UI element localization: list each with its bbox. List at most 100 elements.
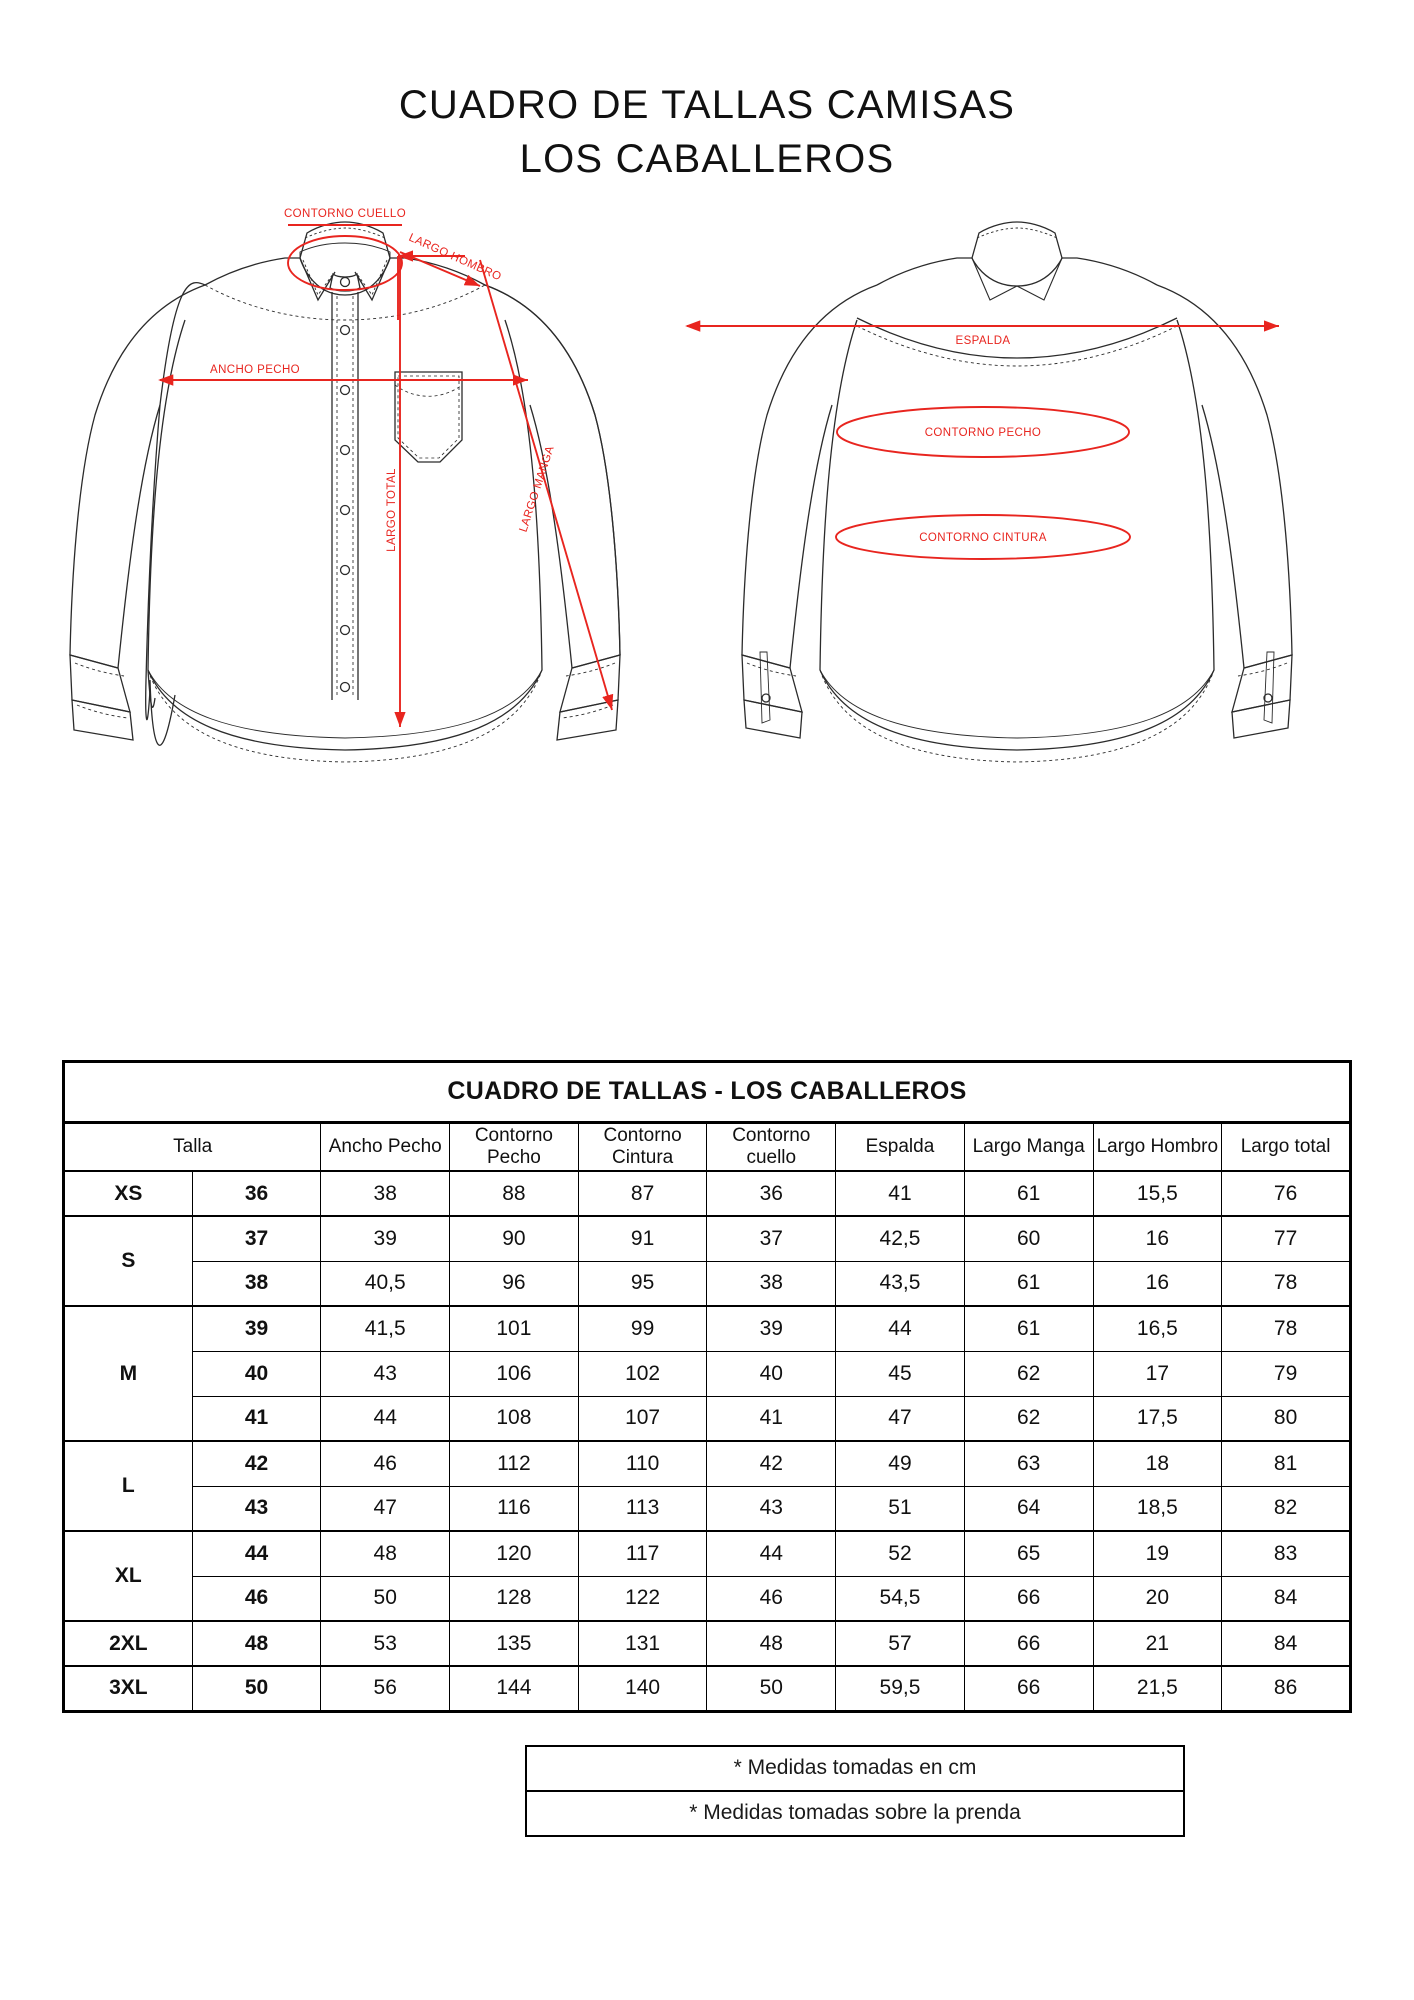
- cell-contorno-cintura: 113: [577, 1485, 708, 1532]
- cell-talla: 44: [191, 1530, 322, 1577]
- cell-largo-hombro: 17,5: [1092, 1395, 1223, 1442]
- cell-talla: 48: [191, 1620, 322, 1667]
- cell-contorno-cuello: 36: [706, 1170, 837, 1217]
- cell-contorno-cuello: 38: [706, 1260, 837, 1307]
- annotation-contorno-pecho: CONTORNO PECHO: [836, 406, 1130, 458]
- cell-contorno-pecho: 108: [449, 1395, 579, 1442]
- cell-largo-manga: 62: [963, 1395, 1094, 1442]
- cell-contorno-cuello: 37: [706, 1215, 837, 1262]
- cell-largo-total: 77: [1221, 1215, 1351, 1262]
- cell-ancho-pecho: 39: [320, 1215, 451, 1262]
- cell-largo-manga: 65: [963, 1530, 1094, 1577]
- cell-contorno-cuello: 43: [706, 1485, 837, 1532]
- column-header-talla: Talla: [62, 1122, 322, 1172]
- column-header-contorno-cintura: Contorno Cintura: [577, 1122, 708, 1172]
- table-row: 43 47 116 113 43 51 64 18,5 82: [64, 1485, 1351, 1532]
- table-header-row: Talla Ancho Pecho Contorno Pecho Contorn…: [62, 1122, 1351, 1172]
- size-group-label: XS: [63, 1170, 193, 1217]
- cell-talla: 40: [191, 1350, 322, 1397]
- table-row: L 42 46 112 110 42 49 63 18 81: [63, 1440, 1351, 1532]
- cell-largo-hombro: 16,5: [1092, 1305, 1223, 1352]
- cell-largo-total: 76: [1221, 1170, 1351, 1217]
- cell-ancho-pecho: 38: [320, 1170, 451, 1217]
- cell-largo-manga: 61: [963, 1170, 1094, 1217]
- cell-contorno-pecho: 116: [449, 1485, 579, 1532]
- cell-talla: 43: [191, 1485, 322, 1532]
- annotation-largo-hombro: LARGO HOMBRO: [397, 232, 503, 320]
- cell-largo-total: 86: [1221, 1665, 1351, 1712]
- cell-largo-hombro: 21: [1092, 1620, 1223, 1667]
- annotation-contorno-cintura: CONTORNO CINTURA: [835, 514, 1131, 560]
- cell-largo-hombro: 18: [1092, 1440, 1223, 1487]
- cell-contorno-cintura: 140: [577, 1665, 708, 1712]
- cell-contorno-pecho: 144: [449, 1665, 579, 1712]
- cell-talla: 50: [191, 1665, 322, 1712]
- cell-talla: 36: [191, 1170, 322, 1217]
- annotation-label-contorno-pecho: CONTORNO PECHO: [925, 427, 1042, 439]
- cell-largo-manga: 61: [963, 1260, 1094, 1307]
- cell-largo-hombro: 19: [1092, 1530, 1223, 1577]
- cell-ancho-pecho: 53: [320, 1620, 451, 1667]
- size-group-label: XL: [63, 1530, 193, 1622]
- cell-contorno-cintura: 122: [577, 1575, 708, 1622]
- table-caption: CUADRO DE TALLAS - LOS CABALLEROS: [63, 1061, 1351, 1124]
- cell-contorno-cuello: 44: [706, 1530, 837, 1577]
- size-group-label: S: [63, 1215, 193, 1307]
- cell-largo-total: 84: [1221, 1575, 1351, 1622]
- table-row: 46 50 128 122 46 54,5 66 20 84: [64, 1575, 1351, 1622]
- annotation-label-largo-total: LARGO TOTAL: [386, 468, 398, 552]
- cell-largo-total: 79: [1221, 1350, 1351, 1397]
- cell-talla: 46: [191, 1575, 322, 1622]
- column-header-ancho-pecho: Ancho Pecho: [320, 1122, 451, 1172]
- cell-largo-total: 78: [1221, 1305, 1351, 1352]
- page-title-line-2: LOS CABALLEROS: [519, 137, 895, 181]
- page-title-line-1: CUADRO DE TALLAS CAMISAS: [398, 83, 1016, 127]
- cell-ancho-pecho: 43: [320, 1350, 451, 1397]
- cell-largo-hombro: 15,5: [1092, 1170, 1223, 1217]
- cell-largo-manga: 63: [963, 1440, 1094, 1487]
- column-header-espalda: Espalda: [835, 1122, 965, 1172]
- cell-contorno-cintura: 102: [577, 1350, 708, 1397]
- table-row: 3XL 50 56 144 140 50 59,5 66 21,5 86: [63, 1665, 1351, 1712]
- column-header-largo-manga: Largo Manga: [963, 1122, 1094, 1172]
- column-header-largo-hombro: Largo Hombro: [1092, 1122, 1223, 1172]
- cell-contorno-cintura: 95: [577, 1260, 708, 1307]
- table-row: 38 40,5 96 95 38 43,5 61 16 78: [64, 1260, 1351, 1307]
- cell-talla: 39: [191, 1305, 322, 1352]
- cell-espalda: 44: [835, 1305, 965, 1352]
- cell-contorno-cuello: 48: [706, 1620, 837, 1667]
- cell-contorno-pecho: 96: [449, 1260, 579, 1307]
- shirt-measurement-diagram: CONTORNO CUELLO LARGO HOMBRO ANCHO PECHO…: [0, 200, 1414, 800]
- cell-contorno-cuello: 39: [706, 1305, 837, 1352]
- table-row: 2XL 48 53 135 131 48 57 66 21 84: [63, 1620, 1351, 1667]
- size-group-label: L: [63, 1440, 193, 1532]
- annotation-label-contorno-cuello: CONTORNO CUELLO: [284, 208, 406, 220]
- table-row: S 37 39 90 91 37 42,5 60 16 77: [63, 1215, 1351, 1307]
- column-header-largo-total: Largo total: [1221, 1122, 1351, 1172]
- back-shirt-illustration: [741, 221, 1293, 763]
- cell-contorno-cintura: 110: [577, 1440, 708, 1487]
- cell-contorno-cuello: 42: [706, 1440, 837, 1487]
- note-method: * Medidas tomadas sobre la prenda: [527, 1790, 1183, 1835]
- cell-largo-total: 83: [1221, 1530, 1351, 1577]
- table-row: XL 44 48 120 117 44 52 65 19 83: [63, 1530, 1351, 1622]
- cell-largo-manga: 64: [963, 1485, 1094, 1532]
- cell-contorno-cuello: 46: [706, 1575, 837, 1622]
- size-group-label: 2XL: [63, 1620, 193, 1667]
- table-row: XS 36 38 88 87 36 41 61 15,5 76: [63, 1170, 1351, 1217]
- measurement-notes: * Medidas tomadas en cm * Medidas tomada…: [525, 1745, 1185, 1837]
- size-group-label: M: [63, 1305, 193, 1442]
- cell-largo-manga: 66: [963, 1665, 1094, 1712]
- table-caption-row: CUADRO DE TALLAS - LOS CABALLEROS: [63, 1061, 1351, 1124]
- cell-talla: 38: [191, 1260, 322, 1307]
- cell-largo-total: 80: [1221, 1395, 1351, 1442]
- cell-talla: 37: [191, 1215, 322, 1262]
- cell-contorno-cuello: 50: [706, 1665, 837, 1712]
- cell-espalda: 52: [835, 1530, 965, 1577]
- front-shirt-illustration: [69, 221, 621, 763]
- cell-largo-total: 81: [1221, 1440, 1351, 1487]
- cell-contorno-pecho: 106: [449, 1350, 579, 1397]
- annotation-label-espalda: ESPALDA: [956, 335, 1011, 347]
- column-header-contorno-pecho: Contorno Pecho: [449, 1122, 579, 1172]
- cell-espalda: 47: [835, 1395, 965, 1442]
